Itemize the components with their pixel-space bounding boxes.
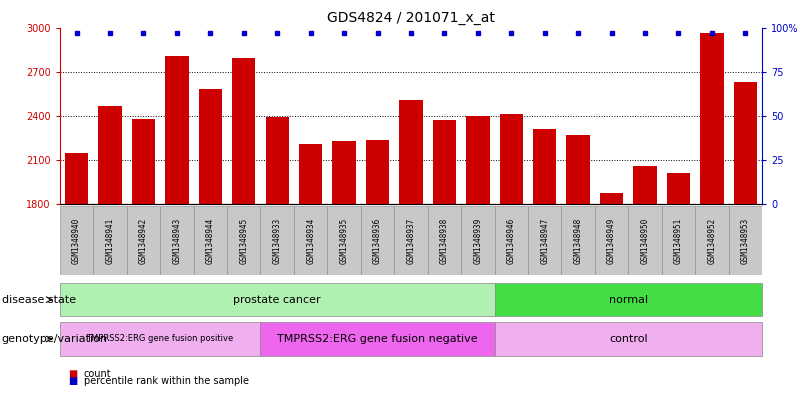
Bar [327, 206, 361, 275]
Text: GSM1348952: GSM1348952 [708, 218, 717, 264]
Bar [365, 140, 389, 204]
Bar [165, 55, 188, 204]
Text: control: control [609, 334, 648, 344]
Text: GSM1348943: GSM1348943 [172, 218, 181, 264]
Bar [733, 82, 757, 204]
Bar [132, 119, 155, 204]
Text: GSM1348951: GSM1348951 [674, 218, 683, 264]
Bar [299, 144, 322, 204]
Bar [65, 153, 89, 204]
Bar [628, 206, 662, 275]
Text: GSM1348941: GSM1348941 [105, 218, 114, 264]
Bar [595, 206, 628, 275]
Bar [495, 206, 528, 275]
Bar [60, 206, 93, 275]
Text: GSM1348940: GSM1348940 [72, 218, 81, 264]
Text: GSM1348939: GSM1348939 [473, 218, 482, 264]
Bar [428, 206, 461, 275]
Bar [567, 135, 590, 204]
Bar [361, 206, 394, 275]
Bar [394, 206, 428, 275]
Text: disease state: disease state [2, 295, 76, 305]
Bar [160, 206, 194, 275]
Text: GSM1348934: GSM1348934 [306, 218, 315, 264]
Text: GSM1348950: GSM1348950 [641, 218, 650, 264]
Bar [127, 206, 160, 275]
Text: GSM1348938: GSM1348938 [440, 218, 449, 264]
Bar [199, 89, 222, 204]
Text: GSM1348933: GSM1348933 [273, 218, 282, 264]
Bar [528, 206, 562, 275]
Bar [227, 206, 260, 275]
Text: GSM1348953: GSM1348953 [741, 218, 750, 264]
Bar [667, 173, 690, 204]
Text: GSM1348936: GSM1348936 [373, 218, 382, 264]
Text: TMPRSS2:ERG gene fusion positive: TMPRSS2:ERG gene fusion positive [86, 334, 234, 343]
Bar [466, 116, 489, 204]
Text: GSM1348937: GSM1348937 [406, 218, 416, 264]
Bar [260, 206, 294, 275]
Text: GSM1348946: GSM1348946 [507, 218, 516, 264]
Text: normal: normal [609, 295, 648, 305]
Bar [695, 206, 729, 275]
Title: GDS4824 / 201071_x_at: GDS4824 / 201071_x_at [327, 11, 495, 25]
Bar [634, 166, 657, 204]
Text: GSM1348947: GSM1348947 [540, 218, 549, 264]
Bar [232, 59, 255, 204]
Bar [294, 206, 327, 275]
Text: ■: ■ [68, 369, 77, 379]
Bar [562, 206, 595, 275]
Bar [93, 206, 127, 275]
Bar [266, 118, 289, 204]
Text: GSM1348945: GSM1348945 [239, 218, 248, 264]
Bar [98, 106, 122, 204]
Text: GSM1348949: GSM1348949 [607, 218, 616, 264]
Bar [333, 141, 356, 204]
Bar [600, 193, 623, 204]
Text: GSM1348948: GSM1348948 [574, 218, 583, 264]
Bar [500, 114, 523, 204]
Text: GSM1348935: GSM1348935 [340, 218, 349, 264]
Bar [533, 129, 556, 204]
Text: GSM1348942: GSM1348942 [139, 218, 148, 264]
Text: count: count [84, 369, 112, 379]
Text: TMPRSS2:ERG gene fusion negative: TMPRSS2:ERG gene fusion negative [277, 334, 478, 344]
Text: genotype/variation: genotype/variation [2, 334, 108, 344]
Bar [700, 33, 724, 204]
Text: ■: ■ [68, 376, 77, 386]
Bar [194, 206, 227, 275]
Bar [433, 120, 456, 204]
Bar [662, 206, 695, 275]
Bar [729, 206, 762, 275]
Bar [461, 206, 495, 275]
Text: prostate cancer: prostate cancer [233, 295, 321, 305]
Text: GSM1348944: GSM1348944 [206, 218, 215, 264]
Text: percentile rank within the sample: percentile rank within the sample [84, 376, 249, 386]
Bar [399, 100, 423, 204]
